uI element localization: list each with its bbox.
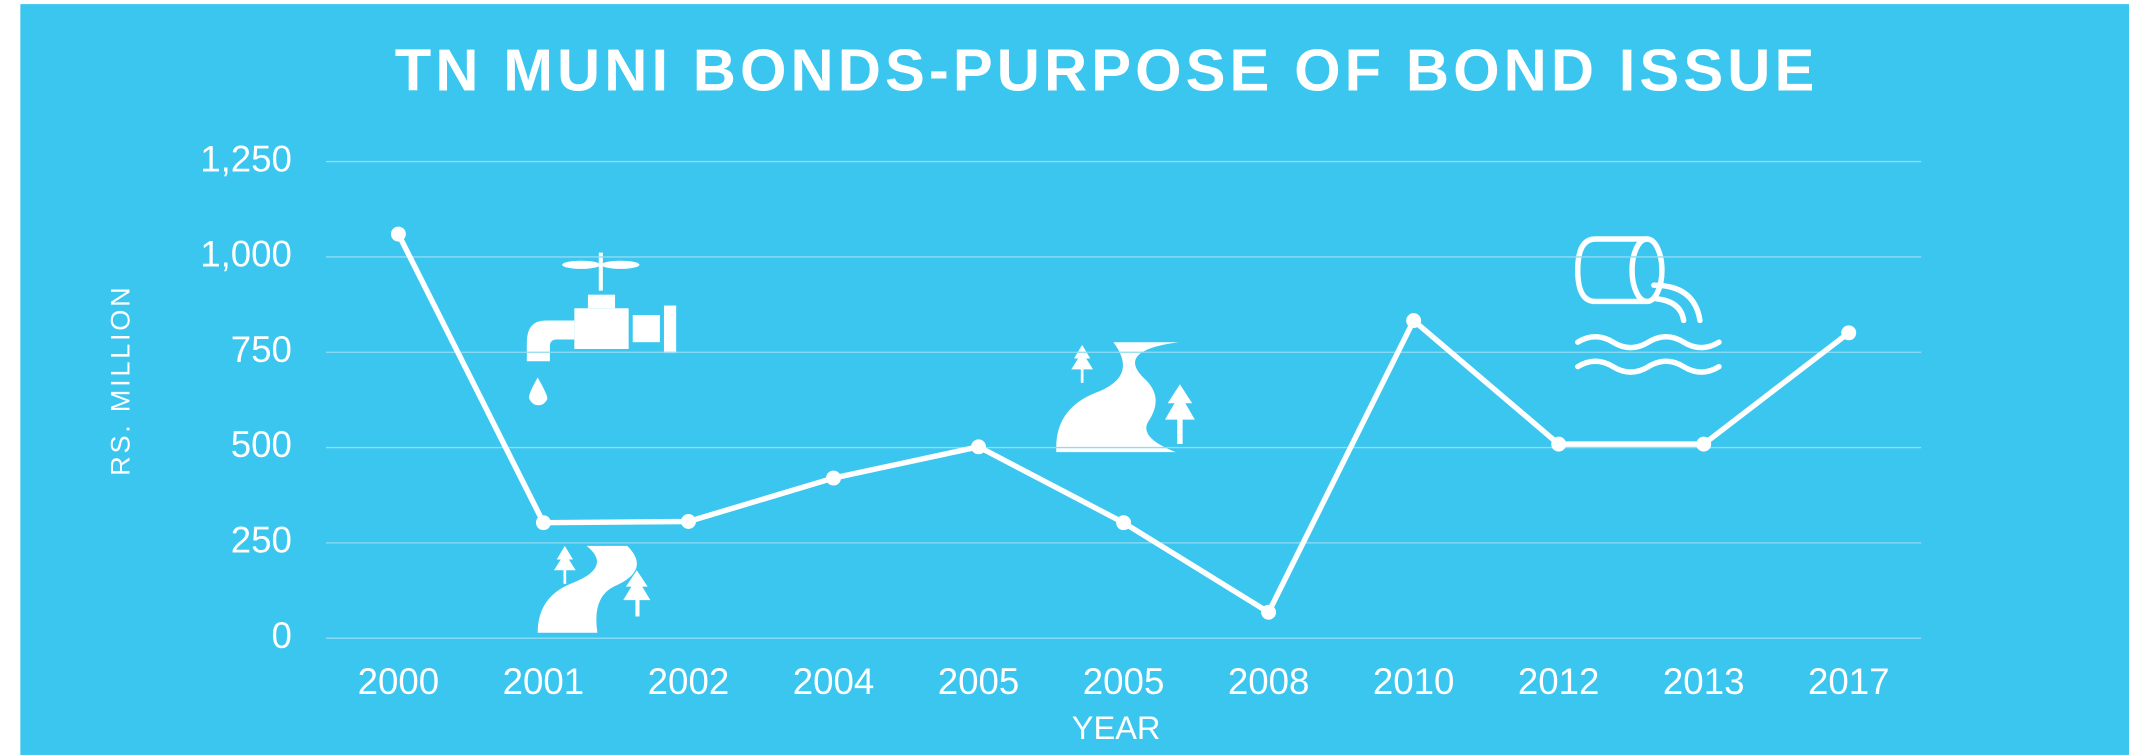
data-point	[971, 439, 986, 455]
data-point	[1261, 604, 1277, 620]
x-tick-label: 2000	[358, 661, 440, 702]
x-tick-label: 2010	[1373, 661, 1455, 702]
data-point	[1116, 515, 1132, 531]
data-point	[680, 514, 696, 529]
y-tick-label: 250	[231, 520, 292, 561]
y-tick-label: 1,000	[200, 234, 292, 275]
data-point	[1696, 436, 1712, 452]
pipe-icon	[1575, 236, 1722, 375]
x-tick-label: 2004	[793, 661, 875, 702]
x-tick-label: 2008	[1228, 661, 1310, 702]
y-axis-label: RS. MILLION	[104, 285, 135, 476]
x-tick-label: 2017	[1808, 661, 1890, 702]
x-axis-label: YEAR	[1072, 710, 1161, 746]
data-point	[1841, 325, 1857, 341]
faucet-icon	[526, 252, 677, 406]
y-tick-label: 0	[272, 615, 292, 656]
y-tick-label: 750	[231, 329, 292, 370]
data-point	[535, 515, 551, 531]
river-icon	[537, 342, 1195, 633]
data-point	[826, 470, 841, 486]
y-tick-label: 1,250	[200, 138, 292, 179]
x-tick-label: 2005	[1083, 661, 1165, 702]
x-tick-label: 2013	[1663, 661, 1745, 702]
background	[20, 4, 2129, 755]
y-tick-label: 500	[231, 424, 292, 465]
data-point	[1551, 436, 1567, 452]
data-point	[390, 226, 406, 242]
chart-title: TN MUNI BONDS-PURPOSE OF BOND ISSUE	[395, 36, 1819, 103]
x-tick-label: 2001	[503, 661, 585, 702]
x-tick-label: 2005	[938, 661, 1020, 702]
data-point	[1406, 313, 1422, 329]
x-tick-label: 2012	[1518, 661, 1600, 702]
x-tick-label: 2002	[648, 661, 730, 702]
